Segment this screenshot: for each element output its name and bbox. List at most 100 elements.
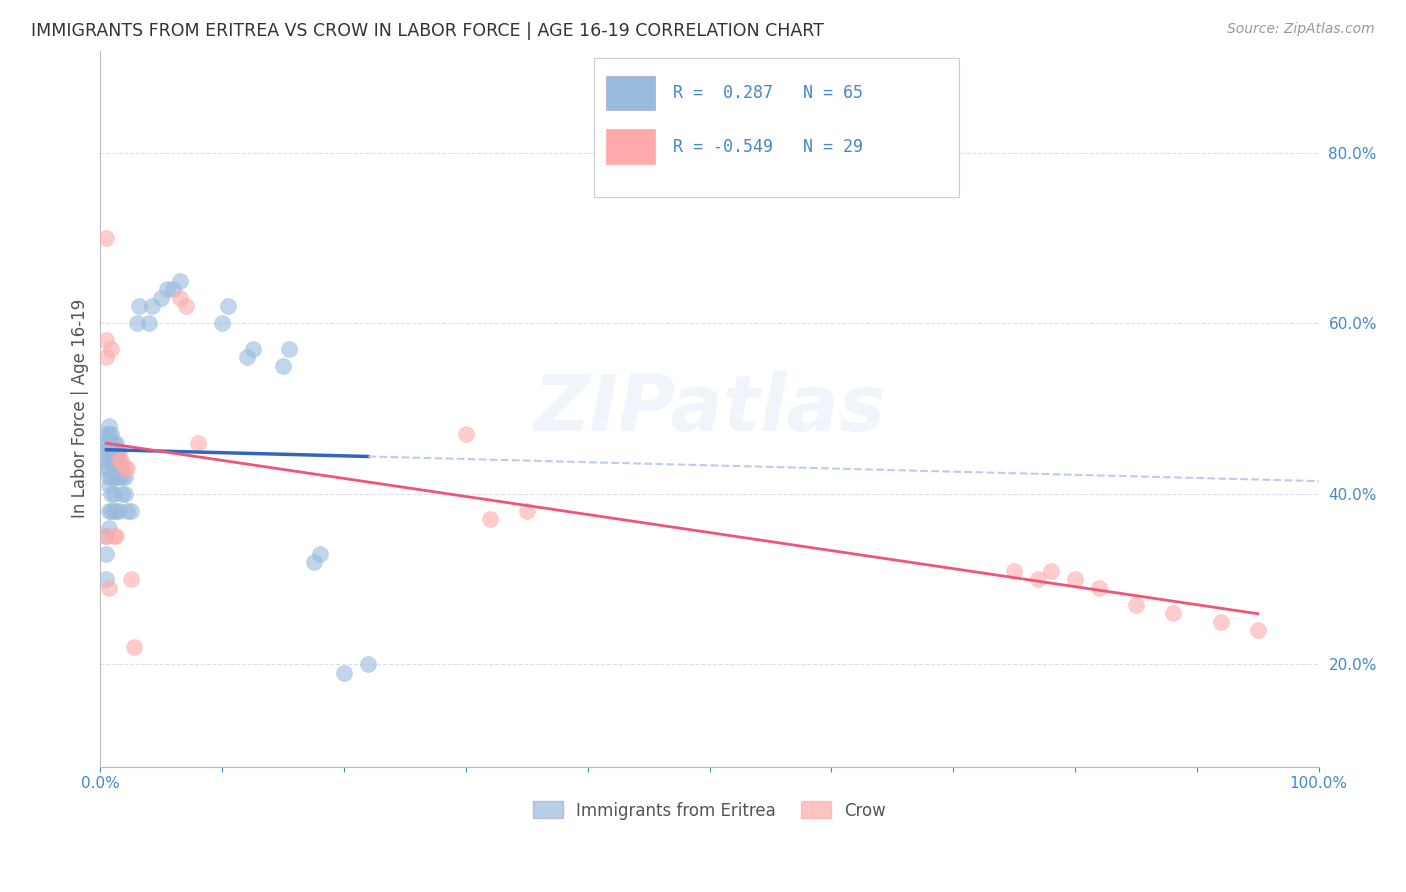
Point <box>103 452 125 467</box>
Text: ZIPatlas: ZIPatlas <box>533 370 886 447</box>
Point <box>217 299 239 313</box>
Point <box>105 444 128 458</box>
Point <box>187 435 209 450</box>
Text: IMMIGRANTS FROM ERITREA VS CROW IN LABOR FORCE | AGE 16-19 CORRELATION CHART: IMMIGRANTS FROM ERITREA VS CROW IN LABOR… <box>31 22 824 40</box>
Point <box>169 274 191 288</box>
Point <box>96 435 118 450</box>
Point <box>1028 572 1050 586</box>
Point <box>156 282 179 296</box>
Point <box>97 427 120 442</box>
Point <box>105 435 128 450</box>
Point <box>150 291 173 305</box>
Point <box>97 435 120 450</box>
Point <box>96 444 118 458</box>
Point <box>174 299 197 313</box>
Point <box>100 470 122 484</box>
Point <box>105 470 128 484</box>
Legend: Immigrants from Eritrea, Crow: Immigrants from Eritrea, Crow <box>526 795 893 826</box>
Point <box>1002 564 1025 578</box>
FancyBboxPatch shape <box>593 58 959 197</box>
Point <box>100 487 122 501</box>
Point <box>125 317 148 331</box>
Point <box>96 231 118 245</box>
Point <box>141 299 163 313</box>
Point <box>107 452 129 467</box>
Point <box>100 444 122 458</box>
Point <box>97 581 120 595</box>
Point <box>114 470 136 484</box>
Point <box>1211 615 1233 629</box>
Point <box>97 470 120 484</box>
Point <box>278 342 301 356</box>
Point <box>124 640 146 655</box>
Point <box>1247 624 1270 638</box>
Point <box>111 470 134 484</box>
Point <box>107 504 129 518</box>
Point <box>96 334 118 348</box>
Point <box>120 504 142 518</box>
Point <box>308 547 330 561</box>
Point <box>103 529 125 543</box>
Point <box>97 444 120 458</box>
Point <box>111 487 134 501</box>
Point <box>1161 606 1184 620</box>
Text: R =  0.287   N = 65: R = 0.287 N = 65 <box>673 84 863 102</box>
Point <box>96 461 118 475</box>
Point <box>100 452 122 467</box>
Point <box>103 504 125 518</box>
FancyBboxPatch shape <box>606 129 655 164</box>
Point <box>235 351 257 365</box>
Point <box>128 299 150 313</box>
FancyBboxPatch shape <box>606 76 655 110</box>
Point <box>96 351 118 365</box>
Point <box>211 317 233 331</box>
Text: R = -0.549   N = 29: R = -0.549 N = 29 <box>673 137 863 155</box>
Point <box>97 521 120 535</box>
Point <box>107 452 129 467</box>
Point <box>114 461 136 475</box>
Point <box>103 461 125 475</box>
Point <box>357 657 380 672</box>
Point <box>120 572 142 586</box>
Point <box>96 452 118 467</box>
Point <box>103 435 125 450</box>
Point <box>100 427 122 442</box>
Point <box>115 461 138 475</box>
Point <box>105 452 128 467</box>
Point <box>96 529 118 543</box>
Point <box>479 512 502 526</box>
Point <box>96 572 118 586</box>
Point <box>107 470 129 484</box>
Point <box>96 529 118 543</box>
Point <box>96 547 118 561</box>
Point <box>100 342 122 356</box>
Point <box>97 452 120 467</box>
Point <box>96 427 118 442</box>
Point <box>1064 572 1087 586</box>
Point <box>1088 581 1111 595</box>
Point <box>169 291 191 305</box>
Point <box>115 504 138 518</box>
Point <box>1125 598 1147 612</box>
Y-axis label: In Labor Force | Age 16-19: In Labor Force | Age 16-19 <box>72 299 89 518</box>
Point <box>97 478 120 492</box>
Point <box>454 427 477 442</box>
Point <box>97 461 120 475</box>
Point <box>97 504 120 518</box>
Point <box>110 452 132 467</box>
Point <box>111 461 134 475</box>
Point <box>103 487 125 501</box>
Point <box>516 504 538 518</box>
Point <box>105 504 128 518</box>
Point <box>162 282 184 296</box>
Point <box>302 555 325 569</box>
Point <box>100 504 122 518</box>
Point <box>103 444 125 458</box>
Point <box>242 342 264 356</box>
Point <box>105 529 128 543</box>
Text: Source: ZipAtlas.com: Source: ZipAtlas.com <box>1227 22 1375 37</box>
Point <box>138 317 160 331</box>
Point <box>100 435 122 450</box>
Point <box>1039 564 1062 578</box>
Point <box>271 359 294 373</box>
